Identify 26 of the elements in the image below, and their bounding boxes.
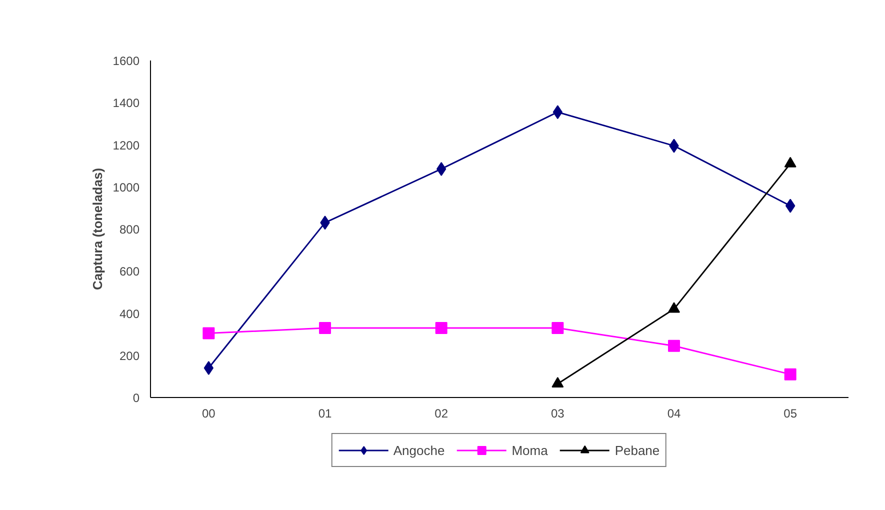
y-tick-label: 1600: [112, 54, 140, 68]
x-tick-label: 02: [434, 406, 448, 420]
x-tick-label: 00: [202, 406, 216, 420]
y-axis-title: Captura (toneladas): [90, 168, 105, 290]
y-tick-label: 0: [132, 391, 140, 405]
x-tick-label: 01: [318, 406, 332, 420]
x-tick-label: 03: [550, 406, 565, 420]
point: [202, 327, 215, 340]
y-tick-label: 800: [119, 222, 140, 236]
point: [668, 302, 680, 313]
y-tick-label: 400: [119, 306, 140, 321]
x-tick-label: 05: [784, 406, 798, 420]
legend-label: Angoche: [393, 442, 445, 458]
x-tick-label: 04: [667, 406, 681, 420]
point: [784, 368, 796, 380]
y-tick-label: 1400: [112, 96, 140, 110]
legend-label: Pebane: [614, 442, 660, 458]
point: [435, 322, 448, 334]
legend-label: Moma: [512, 442, 548, 458]
point: [552, 322, 564, 334]
y-tick-label: 1200: [112, 138, 140, 152]
y-tick-label: 1000: [112, 180, 140, 194]
y-tick-label: 600: [119, 264, 140, 279]
point: [668, 340, 680, 352]
y-tick-label: 200: [119, 348, 140, 363]
point: [319, 322, 331, 334]
